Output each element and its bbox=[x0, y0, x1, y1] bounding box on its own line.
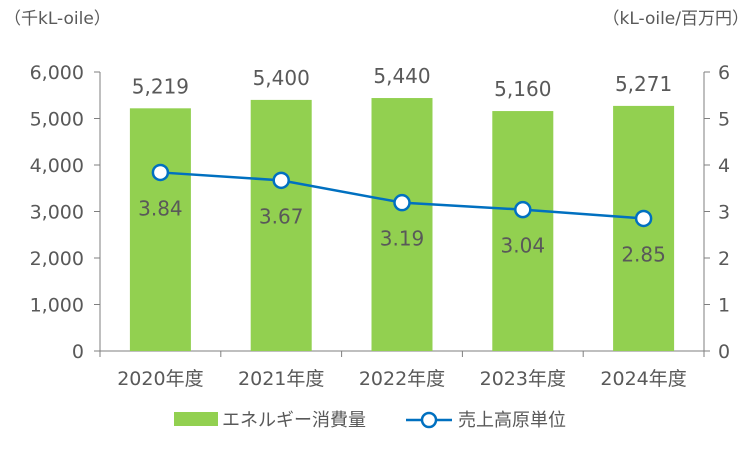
legend-line-label: 売上高原単位 bbox=[458, 410, 566, 431]
line-data-label: 2.85 bbox=[621, 242, 666, 266]
legend-line-marker bbox=[420, 411, 438, 429]
bar bbox=[492, 111, 554, 351]
left-axis-unit-label: （千kL-oile） bbox=[4, 9, 111, 29]
line-point bbox=[514, 200, 532, 219]
line-point bbox=[634, 209, 653, 228]
bar bbox=[613, 105, 675, 351]
line-data-label: 3.19 bbox=[380, 227, 425, 251]
line-point bbox=[272, 171, 290, 190]
x-tick-label: 2023年度 bbox=[480, 368, 566, 390]
right-tick-label: 4 bbox=[718, 155, 730, 177]
x-tick-label: 2024年度 bbox=[600, 368, 686, 390]
line-data-label: 3.04 bbox=[501, 234, 546, 258]
plot-area: 0 1,000 2,000 3,000 4,000 5,000 6,000 0 1 2 3 4 5 6 20… bbox=[30, 62, 731, 390]
bar-data-label: 5,271 bbox=[615, 72, 672, 96]
bar bbox=[250, 99, 312, 352]
line-data-label: 3.84 bbox=[138, 196, 183, 220]
right-tick-label: 0 bbox=[718, 341, 730, 363]
left-tick-label: 6,000 bbox=[30, 62, 84, 84]
bar-data-label: 5,440 bbox=[373, 64, 430, 88]
x-tick-label: 2020年度 bbox=[117, 368, 203, 390]
x-tick-label: 2021年度 bbox=[238, 368, 324, 390]
legend-bar-swatch bbox=[174, 412, 218, 426]
bar bbox=[371, 98, 433, 351]
legend-bar-label: エネルギー消費量 bbox=[222, 410, 366, 431]
x-tick-label: 2022年度 bbox=[359, 368, 445, 390]
right-tick-label: 5 bbox=[718, 109, 730, 131]
line-data-label: 3.67 bbox=[259, 204, 304, 228]
left-tick-label: 0 bbox=[72, 341, 84, 363]
right-axis-unit-label: （kL-oile/百万円） bbox=[602, 9, 749, 29]
bar-data-label: 5,219 bbox=[132, 74, 189, 98]
right-tick-label: 6 bbox=[718, 62, 730, 84]
left-tick-label: 1,000 bbox=[30, 295, 84, 317]
left-tick-label: 3,000 bbox=[30, 202, 84, 224]
bar bbox=[129, 108, 191, 351]
left-tick-label: 4,000 bbox=[30, 155, 84, 177]
line-point bbox=[151, 163, 170, 182]
bar-data-label: 5,400 bbox=[253, 66, 310, 90]
line-point bbox=[393, 193, 411, 212]
left-tick-label: 2,000 bbox=[30, 248, 84, 270]
bar-data-label: 5,160 bbox=[494, 77, 551, 101]
right-tick-label: 1 bbox=[718, 295, 730, 317]
left-tick-label: 5,000 bbox=[30, 109, 84, 131]
right-tick-label: 2 bbox=[718, 248, 730, 270]
right-tick-label: 3 bbox=[718, 202, 730, 224]
legend: エネルギー消費量 売上高原単位 bbox=[174, 410, 566, 431]
